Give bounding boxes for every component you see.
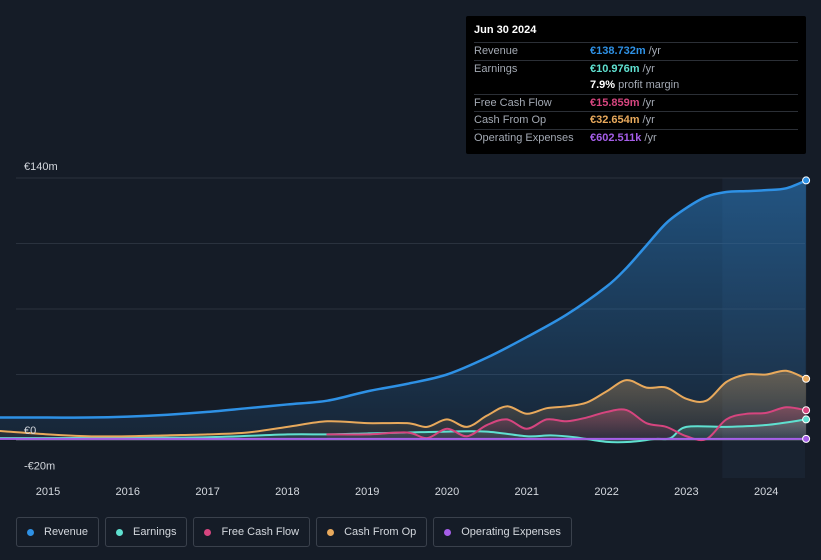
lines bbox=[0, 179, 808, 444]
tooltip-row-unit: /yr bbox=[644, 131, 657, 144]
legend-label: Free Cash Flow bbox=[221, 526, 300, 538]
x-tick-label: 2024 bbox=[754, 486, 778, 498]
tooltip-row-label: Operating Expenses bbox=[474, 131, 574, 144]
cash-from-op-line bbox=[0, 369, 808, 438]
x-tick-label: 2019 bbox=[355, 486, 379, 498]
x-tick-label: 2021 bbox=[515, 486, 539, 498]
earnings-line bbox=[0, 418, 808, 444]
areas bbox=[0, 180, 807, 443]
legend-item-free-cash-flow[interactable]: Free Cash Flow bbox=[193, 517, 311, 547]
x-tick-label: 2020 bbox=[435, 486, 459, 498]
tooltip-row-unit: /yr bbox=[648, 45, 661, 58]
tooltip-panel: Jun 30 2024 Revenue €138.732m/yr Earnings €… bbox=[466, 16, 806, 154]
legend-item-revenue[interactable]: Revenue bbox=[16, 517, 100, 547]
tooltip-row: Cash From Op €32.654m/yr bbox=[474, 111, 798, 129]
tooltip-row-value: €138.732m bbox=[590, 45, 646, 58]
legend-label: Revenue bbox=[44, 526, 89, 538]
legend-item-operating-expenses[interactable]: Operating Expenses bbox=[433, 517, 572, 547]
legend-label: Operating Expenses bbox=[461, 526, 561, 538]
x-tick-label: 2023 bbox=[674, 486, 698, 498]
tooltip-row-value: €10.976m bbox=[590, 62, 640, 75]
tooltip-row-value: 7.9% bbox=[590, 79, 616, 92]
end-markers bbox=[802, 176, 811, 443]
legend-dot-icon bbox=[327, 528, 335, 536]
y-axis-labels: €140m €0 -€20m bbox=[24, 161, 58, 472]
tooltip-row-label: Cash From Op bbox=[474, 114, 547, 127]
tooltip-row: Revenue €138.732m/yr bbox=[474, 42, 798, 60]
tooltip-row-unit: /yr bbox=[642, 62, 655, 75]
tooltip-row-value: €32.654m bbox=[590, 114, 640, 127]
tooltip-row-label: Earnings bbox=[474, 62, 518, 75]
legend-dot-icon bbox=[116, 528, 124, 536]
legend-label: Cash From Op bbox=[344, 526, 417, 538]
tooltip-row-value: €15.859m bbox=[590, 96, 640, 109]
y-tick-label: €0 bbox=[24, 425, 36, 437]
tooltip-row: 7.9% profit margin bbox=[474, 77, 798, 94]
tooltip-row-unit: profit margin bbox=[618, 79, 680, 92]
legend-dot-icon bbox=[204, 528, 212, 536]
operating-expenses-end-marker bbox=[802, 434, 811, 443]
tooltip-row: Earnings €10.976m/yr bbox=[474, 59, 798, 78]
y-tick-label: -€20m bbox=[24, 460, 55, 472]
y-tick-label: €140m bbox=[24, 161, 58, 173]
x-tick-label: 2022 bbox=[594, 486, 618, 498]
legend-item-earnings[interactable]: Earnings bbox=[105, 517, 188, 547]
free-cash-flow-line bbox=[326, 406, 808, 442]
earnings-end-marker bbox=[802, 415, 811, 424]
legend-dot-icon bbox=[444, 528, 452, 536]
tooltip-row-label: Revenue bbox=[474, 45, 519, 58]
legend: Revenue Earnings Free Cash Flow Cash From O… bbox=[16, 517, 572, 547]
free-cash-flow-end-marker bbox=[802, 406, 811, 415]
x-tick-label: 2015 bbox=[36, 486, 60, 498]
revenue-line bbox=[0, 179, 808, 419]
legend-item-cash-from-op[interactable]: Cash From Op bbox=[316, 517, 428, 547]
x-tick-label: 2018 bbox=[275, 486, 299, 498]
legend-dot-icon bbox=[27, 528, 34, 536]
tooltip-row-unit: /yr bbox=[642, 114, 655, 127]
cash-from-op-end-marker bbox=[802, 374, 811, 383]
x-tick-label: 2016 bbox=[116, 486, 140, 498]
legend-label: Earnings bbox=[133, 526, 177, 538]
tooltip-row-unit: /yr bbox=[642, 96, 655, 109]
x-tick-label: 2017 bbox=[195, 486, 219, 498]
x-axis-labels: 2015 2016 2017 2018 2019 2020 2021 2022 2023 2024 bbox=[36, 486, 779, 498]
tooltip-date: Jun 30 2024 bbox=[474, 24, 537, 36]
tooltip-rows: Revenue €138.732m/yr Earnings €10.976m/yr 7.… bbox=[474, 42, 798, 146]
tooltip-row: Free Cash Flow €15.859m/yr bbox=[474, 93, 798, 112]
tooltip-row-value: €602.511k bbox=[590, 131, 642, 144]
tooltip-row: Operating Expenses €602.511k/yr bbox=[474, 128, 798, 147]
revenue-end-marker bbox=[802, 176, 811, 185]
revenue-area bbox=[0, 180, 807, 440]
cash-from-op-area bbox=[0, 370, 807, 440]
tooltip-row-label: Free Cash Flow bbox=[474, 96, 552, 109]
